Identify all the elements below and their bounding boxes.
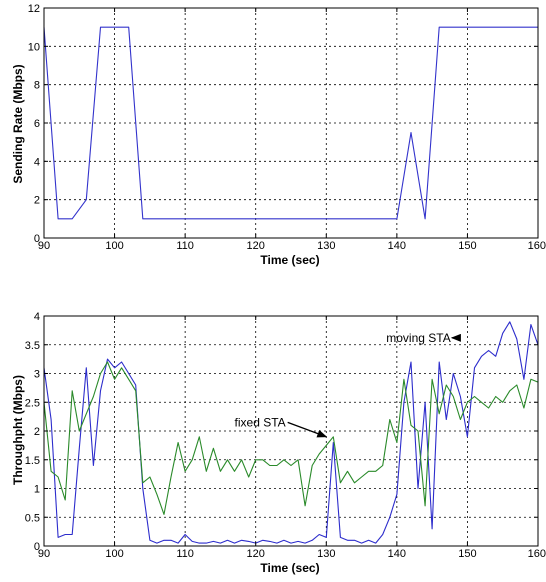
series-line-1 [43,361,539,515]
x-tick-label: 110 [176,240,194,252]
x-tick-label: 90 [38,240,50,252]
x-tick-label: 150 [458,548,476,560]
x-tick-label: 120 [247,548,265,560]
y-tick-label: 10 [28,41,40,53]
annotation-label: fixed STA [235,415,286,429]
x-tick-label: 160 [528,548,546,560]
chart-throughput: Time (sec) Throughpht (Mbps) 90 100 110 120… [11,311,546,575]
y-tick-label: 6 [34,118,40,130]
x-tick-label: 90 [38,548,50,560]
x-tick-label: 130 [317,548,335,560]
x-tick-label: 100 [105,548,123,560]
series-line-0 [43,321,539,544]
chart-throughput-ylabel: Throughpht (Mbps) [11,375,25,485]
annotation-arrow [287,421,328,438]
y-tick-label: 3.5 [25,340,40,352]
x-tick-label: 100 [105,240,123,252]
y-tick-label: 2.5 [25,397,40,409]
x-tick-label: 150 [458,240,476,252]
x-tick-label: 140 [388,548,406,560]
chart-sending-rate-ylabel: Sending Rate (Mbps) [11,64,25,183]
y-tick-label: 0 [34,541,40,553]
chart-sending-rate: Time (sec) Sending Rate (Mbps) 90 100 110 1… [11,3,546,267]
y-tick-label: 12 [28,3,40,15]
y-tick-label: 4 [34,311,40,323]
annotation-label: moving STA [386,331,450,345]
y-tick-label: 3 [34,369,40,381]
y-tick-label: 1 [34,484,40,496]
y-tick-label: 1.5 [25,455,40,467]
x-tick-label: 160 [528,240,546,252]
y-tick-label: 0 [34,233,40,245]
y-tick-label: 4 [34,156,40,168]
chart-throughput-xlabel: Time (sec) [260,561,319,575]
y-tick-label: 2 [34,195,40,207]
x-tick-label: 140 [388,240,406,252]
y-tick-label: 0.5 [25,512,40,524]
x-tick-label: 110 [176,548,194,560]
x-tick-label: 120 [247,240,265,252]
y-tick-label: 8 [34,80,40,92]
x-tick-label: 130 [317,240,335,252]
series-line-0 [43,26,538,220]
chart-sending-rate-xlabel: Time (sec) [260,253,319,267]
y-tick-label: 2 [34,426,40,438]
